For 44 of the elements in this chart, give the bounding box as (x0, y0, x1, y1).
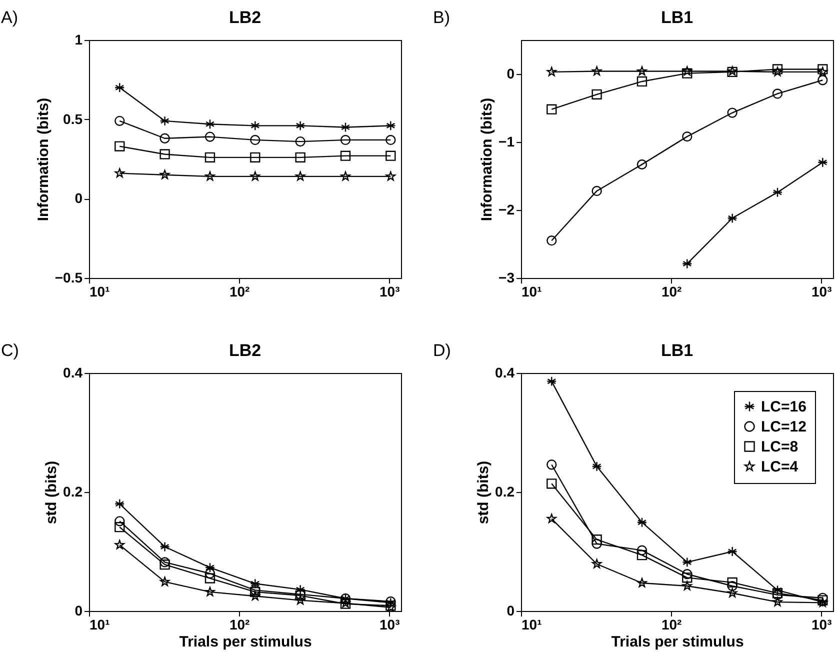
chart-title: LB1 (660, 341, 694, 360)
chart-title: LB2 (228, 8, 262, 27)
y-tick-label: 0 (74, 602, 83, 618)
y-tick-label: 0.2 (63, 484, 83, 500)
x-tick-label: 10³ (812, 284, 832, 300)
legend-label: LC=4 (761, 458, 799, 476)
y-tick-label: 0.2 (495, 484, 515, 500)
y-tick-label: 1 (74, 32, 83, 48)
chart-title: LB1 (660, 8, 694, 27)
x-tick-label: 10² (661, 284, 682, 300)
y-tick-label: 0 (506, 602, 515, 618)
x-tick-label: 10¹ (90, 616, 110, 632)
y-axis-title: std (bits) (475, 460, 492, 524)
x-tick-label: 10³ (380, 284, 400, 300)
y-axis-title: std (bits) (43, 460, 60, 524)
y-tick-label: −3 (498, 270, 515, 286)
y-tick-label: −2 (498, 202, 515, 218)
text: A) (1, 8, 18, 27)
x-axis-title: Trials per stimulus (179, 634, 312, 650)
y-tick-label: 0 (74, 190, 83, 206)
x-tick-label: 10³ (812, 616, 832, 632)
x-tick-label: 10¹ (522, 616, 542, 632)
y-axis-title: Information (bits) (34, 98, 52, 222)
y-tick-label: −1 (498, 134, 515, 150)
text: B) (433, 8, 450, 27)
x-tick-label: 10² (661, 616, 682, 632)
y-axis-title: Information (bits) (478, 98, 496, 222)
x-tick-label: 10³ (380, 616, 400, 632)
chart-title: LB2 (228, 341, 262, 360)
y-tick-label: 0.4 (495, 364, 515, 380)
legend-label: LC=8 (761, 438, 798, 456)
text: D) (433, 341, 451, 360)
legend-label: LC=12 (761, 418, 806, 436)
legend-label: LC=16 (761, 398, 806, 416)
text: C) (1, 341, 19, 360)
x-axis-title: Trials per stimulus (611, 634, 744, 650)
x-tick-label: 10¹ (522, 284, 542, 300)
x-tick-label: 10¹ (90, 284, 110, 300)
y-tick-label: 0.4 (63, 364, 83, 380)
x-tick-label: 10² (229, 284, 250, 300)
y-tick-label: −0.5 (54, 270, 83, 286)
x-tick-label: 10² (229, 616, 250, 632)
y-tick-label: 0.5 (63, 110, 83, 127)
y-tick-label: 0 (506, 66, 515, 82)
